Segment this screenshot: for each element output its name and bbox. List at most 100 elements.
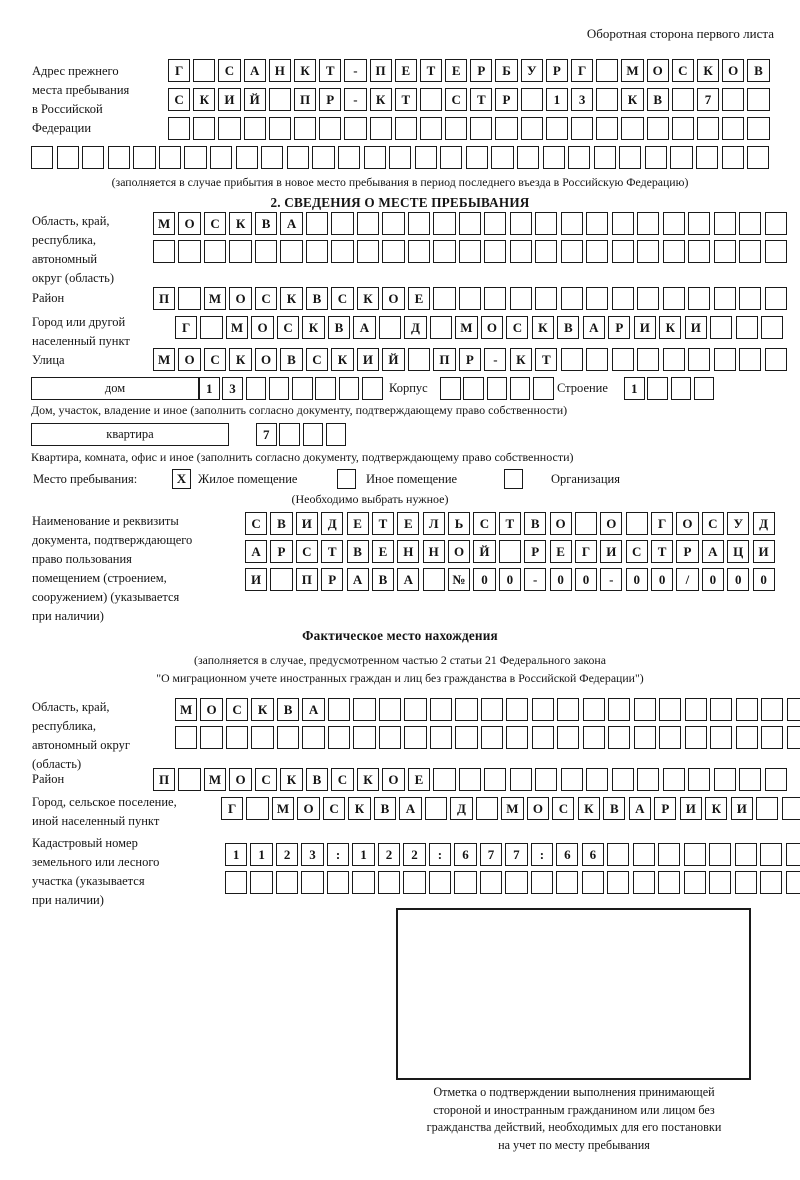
char-cell[interactable]	[229, 240, 252, 263]
char-cell[interactable]	[611, 287, 634, 310]
char-cell[interactable]: О	[722, 59, 745, 82]
char-cell[interactable]	[516, 146, 540, 169]
char-cell[interactable]: А	[353, 316, 376, 339]
char-cell[interactable]	[683, 843, 706, 866]
char-cell[interactable]: Е	[549, 540, 572, 563]
char-cell[interactable]: Е	[371, 540, 395, 563]
char-cell[interactable]: К	[369, 88, 392, 111]
char-cell[interactable]	[735, 698, 758, 721]
char-cell[interactable]: К	[280, 768, 303, 791]
char-cell[interactable]	[607, 871, 630, 894]
char-cell[interactable]: Е	[346, 512, 369, 535]
char-cell[interactable]	[254, 240, 278, 263]
char-cell[interactable]	[611, 212, 634, 235]
char-cell[interactable]	[235, 146, 258, 169]
char-cell[interactable]: 2	[377, 843, 401, 866]
char-cell[interactable]	[659, 698, 682, 721]
char-cell[interactable]	[637, 212, 660, 235]
char-cell[interactable]	[286, 146, 309, 169]
char-cell[interactable]: Г	[221, 797, 244, 820]
char-cell[interactable]: Г	[571, 59, 594, 82]
char-cell[interactable]	[509, 240, 532, 263]
char-cell[interactable]: 0	[752, 568, 775, 591]
char-cell[interactable]	[658, 871, 681, 894]
char-cell[interactable]: 0	[727, 568, 750, 591]
char-cell[interactable]	[662, 287, 685, 310]
char-cell[interactable]	[560, 348, 583, 371]
char-cell[interactable]: Р	[608, 316, 631, 339]
char-cell[interactable]	[463, 377, 484, 400]
char-cell[interactable]: Т	[394, 88, 417, 111]
char-cell[interactable]: С	[203, 212, 227, 235]
char-cell[interactable]	[414, 146, 437, 169]
char-cell[interactable]: К	[229, 212, 252, 235]
char-cell[interactable]: С	[276, 316, 300, 339]
char-cell[interactable]: М	[621, 59, 644, 82]
char-cell[interactable]	[377, 871, 401, 894]
char-cell[interactable]	[363, 146, 386, 169]
char-cell[interactable]: С	[225, 698, 249, 721]
char-cell[interactable]	[761, 316, 784, 339]
char-cell[interactable]	[621, 117, 644, 140]
char-cell[interactable]: А	[245, 540, 268, 563]
char-cell[interactable]	[279, 423, 300, 446]
char-cell[interactable]	[394, 117, 417, 140]
char-cell[interactable]: О	[600, 512, 623, 535]
char-cell[interactable]	[245, 377, 267, 400]
char-cell[interactable]: К	[577, 797, 600, 820]
char-cell[interactable]	[560, 212, 583, 235]
char-cell[interactable]	[458, 768, 481, 791]
char-cell[interactable]	[250, 871, 273, 894]
char-cell[interactable]	[670, 146, 693, 169]
char-cell[interactable]	[659, 726, 682, 749]
char-cell[interactable]: 3	[222, 377, 243, 400]
char-cell[interactable]: И	[684, 316, 707, 339]
char-cell[interactable]	[785, 871, 800, 894]
char-cell[interactable]	[428, 871, 452, 894]
char-cell[interactable]	[280, 240, 303, 263]
char-cell[interactable]	[611, 240, 634, 263]
char-cell[interactable]	[225, 871, 248, 894]
char-cell[interactable]: С	[552, 797, 575, 820]
char-cell[interactable]	[178, 240, 201, 263]
char-cell[interactable]	[331, 212, 354, 235]
char-cell[interactable]: О	[526, 797, 549, 820]
char-cell[interactable]	[433, 240, 456, 263]
char-cell[interactable]: С	[245, 512, 268, 535]
char-cell[interactable]	[429, 316, 453, 339]
char-cell[interactable]	[168, 117, 191, 140]
char-cell[interactable]: В	[254, 212, 278, 235]
char-cell[interactable]: О	[254, 348, 278, 371]
char-cell[interactable]	[586, 287, 609, 310]
char-cell[interactable]: К	[193, 88, 216, 111]
char-cell[interactable]: -	[344, 88, 367, 111]
char-cell[interactable]: №	[448, 568, 471, 591]
char-cell[interactable]	[535, 240, 558, 263]
actual-region-row-2[interactable]	[175, 726, 800, 749]
char-cell[interactable]: Т	[371, 512, 395, 535]
char-cell[interactable]: -	[524, 568, 547, 591]
char-cell[interactable]	[275, 871, 299, 894]
char-cell[interactable]	[331, 240, 354, 263]
char-cell[interactable]: О	[200, 698, 223, 721]
char-cell[interactable]: С	[671, 59, 694, 82]
char-cell[interactable]	[670, 377, 692, 400]
char-cell[interactable]	[251, 726, 274, 749]
char-cell[interactable]	[734, 843, 757, 866]
char-cell[interactable]	[721, 146, 744, 169]
char-cell[interactable]	[455, 698, 478, 721]
char-cell[interactable]	[662, 212, 685, 235]
char-cell[interactable]: И	[356, 348, 380, 371]
char-cell[interactable]	[535, 212, 558, 235]
char-cell[interactable]: У	[727, 512, 750, 535]
char-cell[interactable]	[293, 117, 317, 140]
korpus-cells[interactable]	[440, 377, 554, 400]
char-cell[interactable]	[557, 698, 580, 721]
char-cell[interactable]	[498, 540, 521, 563]
char-cell[interactable]	[764, 768, 787, 791]
char-cell[interactable]	[378, 316, 402, 339]
char-cell[interactable]: 1	[225, 843, 248, 866]
char-cell[interactable]	[608, 698, 631, 721]
